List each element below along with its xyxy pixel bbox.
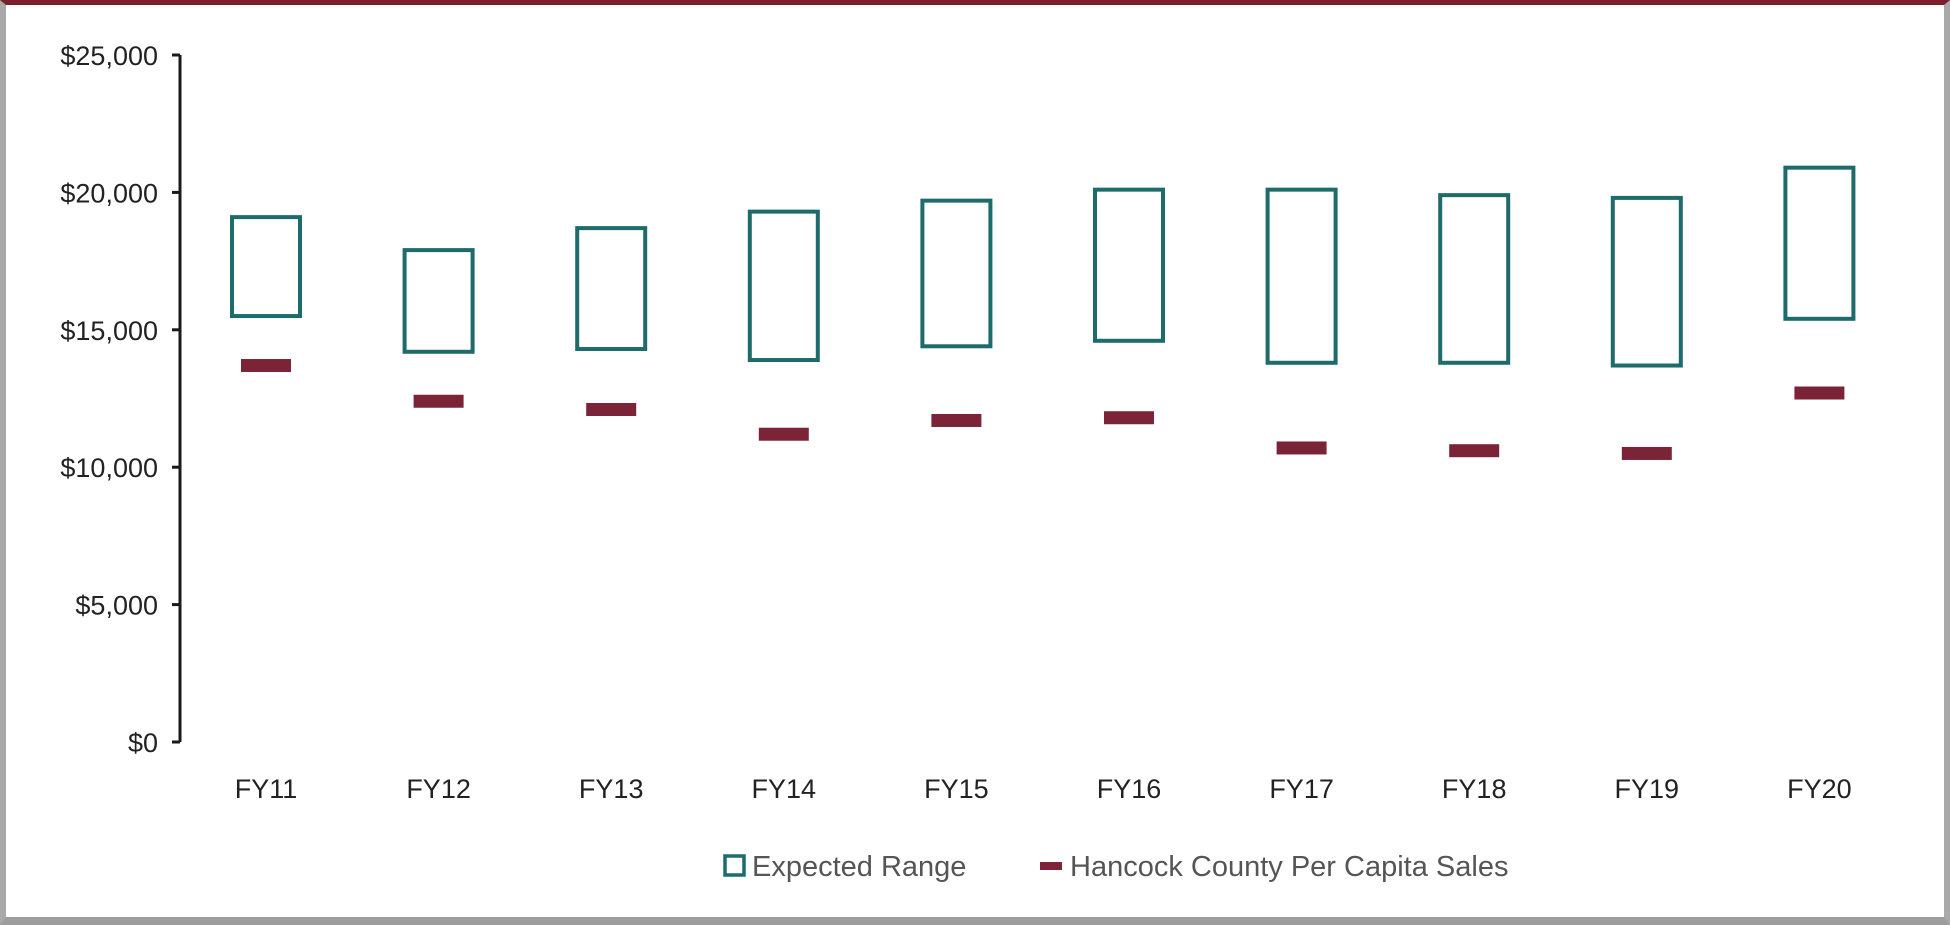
per-capita-sales-marker: [1277, 441, 1327, 454]
y-tick-label: $5,000: [75, 591, 158, 621]
x-tick-label: FY16: [1097, 774, 1162, 804]
per-capita-sales-marker: [931, 414, 981, 427]
legend-label-expected-range: Expected Range: [752, 851, 966, 883]
per-capita-sales-marker: [1794, 387, 1844, 400]
x-tick-label: FY20: [1787, 774, 1852, 804]
expected-range-box: [1268, 190, 1336, 363]
expected-range-box: [1613, 198, 1681, 366]
expected-range-box: [1440, 195, 1508, 363]
expected-range-box: [577, 228, 645, 349]
expected-range-box: [1785, 168, 1853, 319]
expected-range-box: [405, 250, 473, 352]
x-tick-label: FY18: [1442, 774, 1507, 804]
expected-range-box: [1095, 190, 1163, 341]
x-tick-label: FY15: [924, 774, 989, 804]
x-tick-label: FY17: [1269, 774, 1334, 804]
per-capita-sales-marker: [586, 403, 636, 416]
x-tick-label: FY11: [235, 774, 298, 804]
legend-swatch-expected-range: [725, 856, 744, 875]
x-tick-label: FY14: [752, 774, 817, 804]
legend: Expected Range Hancock County Per Capita…: [725, 851, 1508, 883]
legend-swatch-per-capita-sales: [1040, 862, 1062, 870]
per-capita-sales-marker: [1449, 444, 1499, 457]
per-capita-sales-marker: [241, 359, 291, 372]
y-tick-label: $10,000: [60, 453, 158, 483]
per-capita-sales-marker: [759, 428, 809, 441]
per-capita-sales-marker: [1104, 411, 1154, 424]
expected-range-series: [232, 168, 1853, 366]
expected-range-box: [750, 212, 818, 360]
x-tick-label: FY13: [579, 774, 644, 804]
expected-range-box: [232, 217, 300, 316]
y-tick-label: $0: [128, 728, 158, 758]
per-capita-sales-series: [241, 359, 1844, 460]
x-tick-label: FY19: [1615, 774, 1680, 804]
legend-label-per-capita-sales: Hancock County Per Capita Sales: [1070, 851, 1508, 883]
expected-range-box: [922, 201, 990, 347]
y-tick-label: $25,000: [60, 41, 158, 71]
y-tick-label: $20,000: [60, 178, 158, 208]
x-tick-label: FY12: [406, 774, 471, 804]
per-capita-sales-marker: [414, 395, 464, 408]
y-tick-label: $15,000: [60, 316, 158, 346]
per-capita-sales-marker: [1622, 447, 1672, 460]
